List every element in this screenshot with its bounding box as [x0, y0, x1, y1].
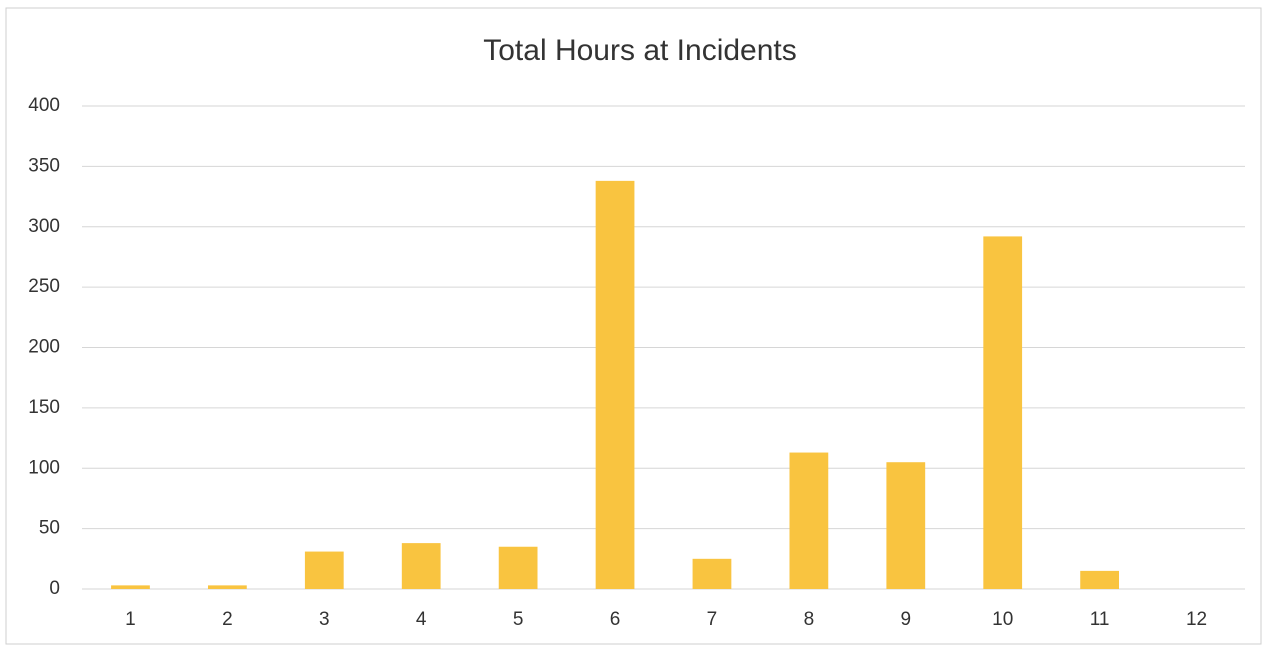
bar: [1080, 570, 1120, 589]
y-tick-label: 150: [28, 397, 60, 418]
bar: [498, 546, 538, 589]
x-tick-label: 2: [222, 609, 233, 630]
x-tick-label: 5: [513, 609, 524, 630]
y-tick-label: 400: [28, 95, 60, 116]
x-tick-label: 7: [707, 609, 718, 630]
y-tick-label: 300: [28, 216, 60, 237]
bar: [304, 551, 344, 589]
x-tick-label: 10: [992, 609, 1013, 630]
chart-title: Total Hours at Incidents: [483, 34, 797, 67]
x-tick-label: 6: [610, 609, 621, 630]
y-tick-label: 100: [28, 457, 60, 478]
bar: [692, 558, 732, 589]
x-tick-label: 8: [804, 609, 815, 630]
y-tick-label: 200: [28, 337, 60, 358]
bar: [886, 462, 926, 589]
bar: [207, 585, 247, 589]
y-tick-label: 250: [28, 276, 60, 297]
x-tick-label: 11: [1090, 609, 1110, 630]
x-tick-label: 9: [901, 609, 912, 630]
bar: [983, 236, 1023, 589]
y-tick-label: 50: [39, 518, 60, 539]
x-tick-label: 12: [1186, 609, 1207, 630]
bar: [401, 543, 441, 589]
bar: [789, 452, 829, 589]
bar: [595, 180, 635, 590]
y-tick-label: 0: [49, 578, 60, 599]
y-tick-label: 350: [28, 155, 60, 176]
bar: [111, 585, 150, 589]
x-tick-label: 4: [416, 609, 427, 630]
x-tick-label: 3: [319, 609, 330, 630]
x-tick-label: 1: [125, 609, 136, 630]
